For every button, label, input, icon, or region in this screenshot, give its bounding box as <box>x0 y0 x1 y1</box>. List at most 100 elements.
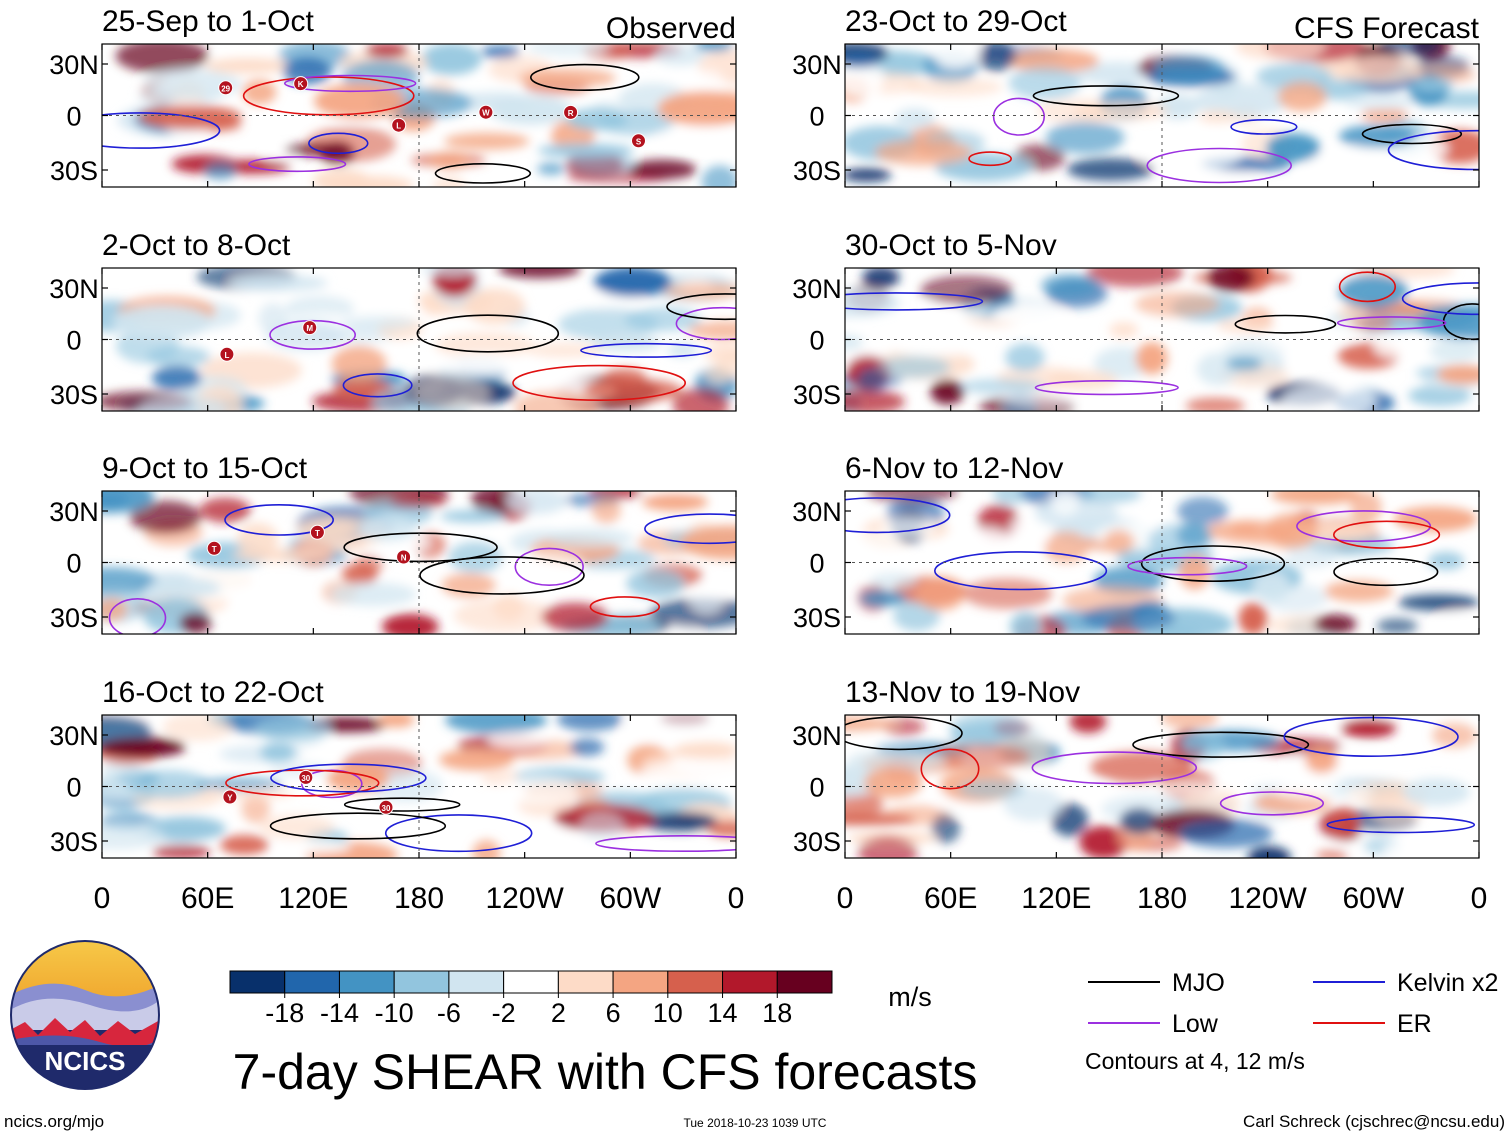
colorbar-tick-label: -6 <box>437 998 461 1028</box>
panel-period: 2-Oct to 8-Oct <box>102 229 291 262</box>
legend-item: MJO <box>1088 969 1225 997</box>
colorbar-swatch <box>776 970 833 994</box>
x-tick-label: 0 <box>837 882 854 915</box>
y-tick-label: 30N <box>792 497 842 527</box>
panel-3: 30N 0 30S T T N 9-Oct to 15-Oct <box>49 452 737 635</box>
colorbar-units: m/s <box>888 982 932 1012</box>
storm-marker: S <box>631 133 646 149</box>
svg-text:29: 29 <box>221 84 230 93</box>
x-tick-label: 180 <box>1137 882 1187 915</box>
y-tick-label: 30N <box>49 497 99 527</box>
footer-timestamp: Tue 2018-10-23 1039 UTC <box>684 1116 827 1130</box>
colorbar-swatch <box>503 970 559 994</box>
panel-tag: CFS Forecast <box>1294 12 1480 45</box>
y-tick-label: 30N <box>792 50 842 80</box>
storm-marker: K <box>293 76 309 92</box>
colorbar-tick-label: 10 <box>653 998 683 1028</box>
panel-5: 30N 0 30S 23-Oct to 29-Oct CFS Forecast <box>792 5 1480 188</box>
colorbar-swatch <box>338 970 395 994</box>
x-tick-label: 60E <box>181 882 234 915</box>
colorbar-swatch <box>448 970 505 994</box>
storm-marker: Y <box>222 789 238 805</box>
footer-url[interactable]: ncics.org/mjo <box>4 1112 104 1131</box>
panel-period: 23-Oct to 29-Oct <box>845 5 1067 38</box>
y-tick-label: 30S <box>793 603 841 633</box>
legend-note: Contours at 4, 12 m/s <box>1085 1048 1305 1074</box>
panel-6: 30N 0 30S 30-Oct to 5-Nov <box>792 229 1480 412</box>
legend-item: ER <box>1313 1010 1432 1038</box>
storm-marker: M <box>302 320 318 336</box>
svg-text:Y: Y <box>227 794 233 803</box>
colorbar-tick-label: 18 <box>762 998 792 1028</box>
logo-text: NCICS <box>45 1046 126 1076</box>
colorbar-tick-label: 14 <box>708 998 738 1028</box>
y-tick-label: 30N <box>792 721 842 751</box>
storm-marker: N <box>396 549 412 565</box>
colorbar-swatch <box>612 970 669 994</box>
y-tick-label: 30S <box>793 827 841 857</box>
colorbar-swatch <box>557 970 614 994</box>
panel-8: 30N 0 30S 13-Nov to 19-Nov <box>792 676 1480 859</box>
svg-text:K: K <box>298 80 304 89</box>
y-tick-label: 0 <box>809 549 824 579</box>
storm-marker: R <box>563 104 579 120</box>
colorbar-tick-label: 2 <box>551 998 566 1028</box>
colorbar-swatch <box>229 970 286 994</box>
y-tick-label: 30N <box>49 274 99 304</box>
x-tick-label: 0 <box>94 882 111 915</box>
colorbar: -18 -14 -10 -6 -2 2 6 10 14 18 m/s <box>229 970 932 1028</box>
x-tick-label: 0 <box>728 882 745 915</box>
panel-period: 16-Oct to 22-Oct <box>102 676 324 709</box>
y-tick-label: 0 <box>809 326 824 356</box>
y-tick-label: 0 <box>809 102 824 132</box>
svg-text:N: N <box>401 554 407 563</box>
x-tick-label: 120E <box>1021 882 1091 915</box>
y-tick-label: 0 <box>66 326 81 356</box>
x-tick-label: 60W <box>1342 882 1404 915</box>
y-tick-label: 30N <box>792 274 842 304</box>
svg-text:Low: Low <box>1172 1010 1219 1038</box>
panel-period: 13-Nov to 19-Nov <box>845 676 1080 709</box>
svg-text:R: R <box>568 109 574 118</box>
y-tick-label: 30N <box>49 50 99 80</box>
colorbar-swatch <box>722 970 778 994</box>
y-tick-label: 0 <box>66 102 81 132</box>
y-tick-label: 0 <box>66 773 81 803</box>
colorbar-tick-label: -10 <box>375 998 414 1028</box>
panel-2: 30N 0 30S L M 2-Oct to 8-Oct <box>49 229 737 412</box>
colorbar-tick-label: -2 <box>492 998 516 1028</box>
storm-marker: 30 <box>378 799 394 815</box>
svg-text:M: M <box>306 324 313 333</box>
storm-marker: W <box>478 104 494 120</box>
svg-text:S: S <box>636 137 642 146</box>
x-tick-label: 60W <box>599 882 661 915</box>
storm-marker: L <box>219 346 235 362</box>
panel-tag: Observed <box>606 12 736 45</box>
svg-text:30: 30 <box>301 774 310 783</box>
panel-period: 25-Sep to 1-Oct <box>102 5 314 38</box>
storm-marker: T <box>309 524 325 540</box>
svg-text:T: T <box>212 545 217 554</box>
storm-marker: T <box>206 540 222 556</box>
svg-text:T: T <box>315 529 320 538</box>
x-tick-label: 60E <box>924 882 977 915</box>
y-tick-label: 0 <box>66 549 81 579</box>
colorbar-tick-label: -14 <box>320 998 359 1028</box>
contour-legend: MJO Kelvin x2 Low ER Contours at 4, 12 m/s <box>1085 969 1498 1074</box>
y-tick-label: 30S <box>50 380 98 410</box>
storm-marker: 30 <box>298 769 314 785</box>
colorbar-swatch <box>393 970 450 994</box>
x-tick-label: 120W <box>485 882 564 915</box>
colorbar-tick-label: 6 <box>606 998 621 1028</box>
panel-1: 30N 0 30S 29 K L W R S 25-Sep to 1-Oct Observed <box>49 5 737 188</box>
svg-text:L: L <box>396 122 401 131</box>
panel-period: 6-Nov to 12-Nov <box>845 452 1063 485</box>
svg-text:W: W <box>482 109 490 118</box>
footer-credit: Carl Schreck (cjschrec@ncsu.edu) <box>1243 1112 1505 1131</box>
x-axes: 0 60E 120E 180 120W 60W 0 0 60E 120E 180 120W 60W 0 <box>94 882 1488 915</box>
y-tick-label: 30S <box>793 380 841 410</box>
svg-text:30: 30 <box>382 804 391 813</box>
figure-title: 7-day SHEAR with CFS forecasts <box>233 1044 978 1100</box>
